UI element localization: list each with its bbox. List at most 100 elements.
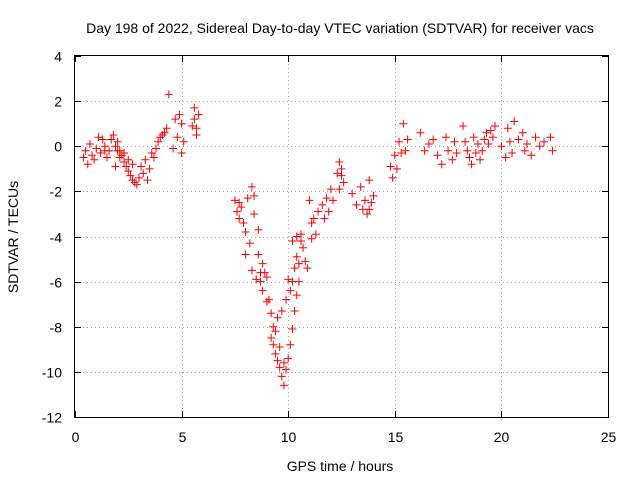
- data-point: [175, 110, 184, 119]
- y-tick-label: 0: [54, 139, 62, 155]
- data-point: [305, 196, 314, 205]
- data-point: [88, 151, 97, 160]
- y-tick-label: 2: [54, 94, 62, 110]
- data-point: [522, 139, 531, 148]
- data-point: [120, 158, 129, 167]
- x-tick-label: 0: [72, 429, 80, 445]
- data-point: [292, 252, 301, 261]
- data-point: [486, 126, 495, 135]
- data-point: [301, 257, 310, 266]
- data-point: [520, 146, 529, 155]
- data-point: [420, 146, 429, 155]
- data-point: [352, 200, 361, 209]
- data-point: [514, 135, 523, 144]
- data-point: [282, 365, 291, 374]
- data-point: [279, 358, 288, 367]
- data-point: [416, 128, 425, 137]
- data-point: [169, 144, 178, 153]
- chart-title: Day 198 of 2022, Sidereal Day-to-day VTE…: [86, 20, 594, 36]
- data-point: [294, 259, 303, 268]
- data-point: [190, 103, 199, 112]
- data-point: [269, 340, 278, 349]
- data-point: [314, 207, 323, 216]
- data-point: [296, 237, 305, 246]
- data-point: [141, 155, 150, 164]
- data-point: [548, 146, 557, 155]
- data-point: [471, 149, 480, 158]
- data-point: [510, 117, 519, 126]
- data-point: [98, 135, 107, 144]
- data-point: [286, 340, 295, 349]
- data-point: [467, 160, 476, 169]
- data-point: [356, 182, 365, 191]
- x-axis-label: GPS time / hours: [287, 458, 394, 474]
- data-point: [262, 297, 271, 306]
- data-point: [367, 198, 376, 207]
- data-point: [392, 164, 401, 173]
- data-point: [441, 133, 450, 142]
- data-point: [273, 356, 282, 365]
- data-point: [388, 173, 397, 182]
- data-point: [275, 363, 284, 372]
- data-point: [463, 146, 472, 155]
- data-point: [335, 158, 344, 167]
- data-point: [360, 196, 369, 205]
- data-point: [501, 153, 510, 162]
- data-point: [120, 149, 129, 158]
- data-point: [480, 135, 489, 144]
- data-point: [152, 144, 161, 153]
- data-point: [256, 268, 265, 277]
- data-point: [192, 124, 201, 133]
- data-point: [476, 155, 485, 164]
- plot-frame: [74, 55, 609, 418]
- data-point: [433, 151, 442, 160]
- data-point: [245, 239, 254, 248]
- y-tick-label: -6: [50, 275, 63, 291]
- data-point: [102, 153, 111, 162]
- data-point: [307, 218, 316, 227]
- data-point: [311, 230, 320, 239]
- data-point: [369, 191, 378, 200]
- data-point: [139, 169, 148, 178]
- data-point: [81, 146, 90, 155]
- data-point: [450, 137, 459, 146]
- data-point: [111, 142, 120, 151]
- data-point: [390, 151, 399, 160]
- data-point: [484, 139, 493, 148]
- data-point: [320, 214, 329, 223]
- data-point: [109, 130, 118, 139]
- data-point: [258, 259, 267, 268]
- data-point: [503, 124, 512, 133]
- data-point: [365, 176, 374, 185]
- data-point: [237, 203, 246, 212]
- data-point: [105, 146, 114, 155]
- data-point: [363, 209, 372, 218]
- data-point: [294, 277, 303, 286]
- data-point: [241, 250, 250, 259]
- data-point: [126, 171, 135, 180]
- data-point: [160, 128, 169, 137]
- data-point: [188, 121, 197, 130]
- data-point: [173, 133, 182, 142]
- data-point: [399, 119, 408, 128]
- data-point: [444, 146, 453, 155]
- data-point: [324, 207, 333, 216]
- y-tick-label: -8: [50, 320, 63, 336]
- data-point: [190, 115, 199, 124]
- data-point: [284, 354, 293, 363]
- data-point: [337, 164, 346, 173]
- data-point: [403, 135, 412, 144]
- data-point: [128, 160, 137, 169]
- data-point: [267, 309, 276, 318]
- data-point: [461, 137, 470, 146]
- x-tick-label: 15: [388, 429, 404, 445]
- data-point: [424, 139, 433, 148]
- data-point: [335, 185, 344, 194]
- data-point: [326, 185, 335, 194]
- data-point: [527, 151, 536, 160]
- data-point: [488, 133, 497, 142]
- y-tick-label: -4: [50, 230, 63, 246]
- data-point: [469, 133, 478, 142]
